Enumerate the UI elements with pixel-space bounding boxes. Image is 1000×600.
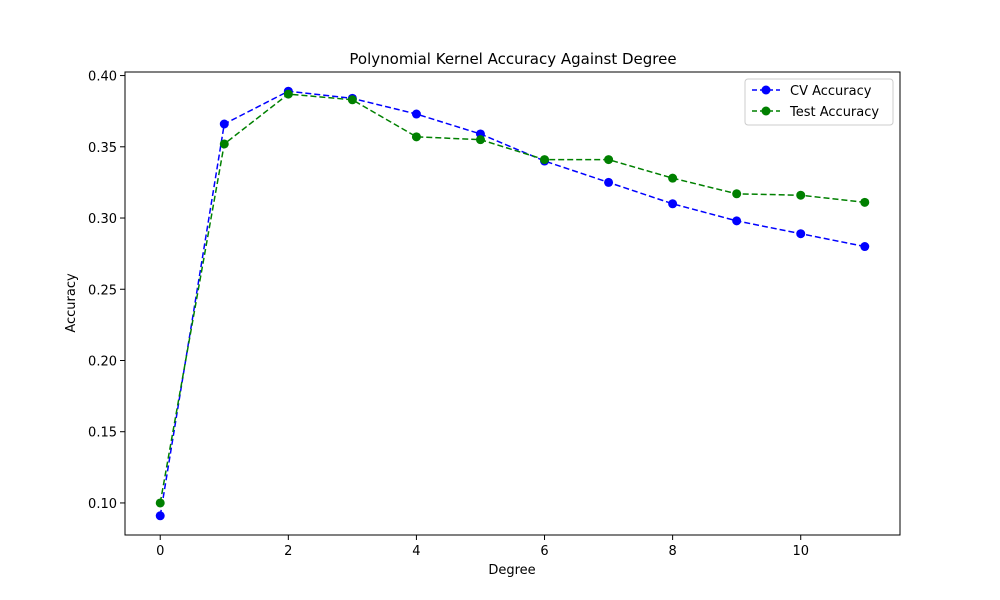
data-point-test: [860, 197, 870, 207]
ticks-layer: 0 2 4 6 8 10 0.10 0.15 0.20 0.25 0.30 0.35 0.40: [88, 70, 809, 559]
legend-marker-cv: [761, 85, 771, 95]
data-point-cv: [796, 229, 806, 239]
data-point-test: [411, 132, 421, 142]
data-point-cv: [411, 109, 421, 119]
data-point-test: [540, 155, 550, 165]
series-line-cv: [159, 90, 865, 516]
y-tick-label: 0.30: [88, 212, 117, 227]
data-point-test: [347, 95, 357, 105]
legend-label-cv: CV Accuracy: [790, 84, 872, 99]
x-axis-label: Degree: [488, 563, 535, 578]
chart-title: Polynomial Kernel Accuracy Against Degre…: [349, 50, 676, 68]
y-tick-label: 0.10: [88, 497, 117, 512]
plot-frame: [124, 71, 901, 536]
data-point-test: [155, 498, 165, 508]
data-point-cv: [155, 511, 165, 521]
data-point-cv: [860, 242, 870, 252]
data-point-test: [668, 173, 678, 183]
y-axis-label: Accuracy: [64, 273, 79, 333]
data-point-test: [796, 190, 806, 200]
data-point-test: [475, 135, 485, 145]
y-tick-label: 0.40: [88, 70, 117, 85]
x-tick-label: 4: [412, 544, 420, 559]
data-point-cv: [604, 177, 614, 187]
x-tick-label: 6: [540, 544, 548, 559]
x-tick-label: 8: [668, 544, 676, 559]
y-tick-label: 0.25: [88, 283, 117, 298]
y-tick-label: 0.15: [88, 426, 117, 441]
legend: CV Accuracy Test Accuracy: [744, 78, 894, 126]
data-point-test: [732, 189, 742, 199]
data-point-test: [283, 89, 293, 99]
series-line-test: [159, 93, 865, 504]
data-point-cv: [219, 119, 229, 129]
y-tick-label: 0.20: [88, 354, 117, 369]
data-point-test: [604, 155, 614, 165]
legend-label-test: Test Accuracy: [789, 105, 879, 120]
x-tick-label: 0: [156, 544, 164, 559]
x-tick-label: 2: [284, 544, 292, 559]
series-layer: [155, 86, 870, 521]
data-point-cv: [732, 216, 742, 226]
data-point-cv: [668, 199, 678, 209]
y-tick-label: 0.35: [88, 141, 117, 156]
legend-box: [744, 78, 894, 126]
legend-marker-test: [761, 106, 771, 116]
data-point-test: [219, 139, 229, 149]
x-tick-label: 10: [792, 544, 809, 559]
